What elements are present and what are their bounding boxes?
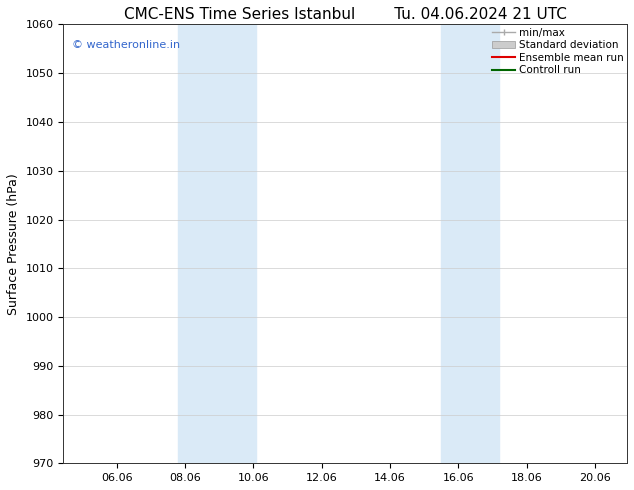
Y-axis label: Surface Pressure (hPa): Surface Pressure (hPa) bbox=[7, 173, 20, 315]
Title: CMC-ENS Time Series Istanbul        Tu. 04.06.2024 21 UTC: CMC-ENS Time Series Istanbul Tu. 04.06.2… bbox=[124, 7, 567, 22]
Bar bbox=[178, 24, 256, 464]
Text: © weatheronline.in: © weatheronline.in bbox=[72, 40, 180, 50]
Legend: min/max, Standard deviation, Ensemble mean run, Controll run: min/max, Standard deviation, Ensemble me… bbox=[492, 27, 624, 75]
Bar bbox=[441, 24, 499, 464]
